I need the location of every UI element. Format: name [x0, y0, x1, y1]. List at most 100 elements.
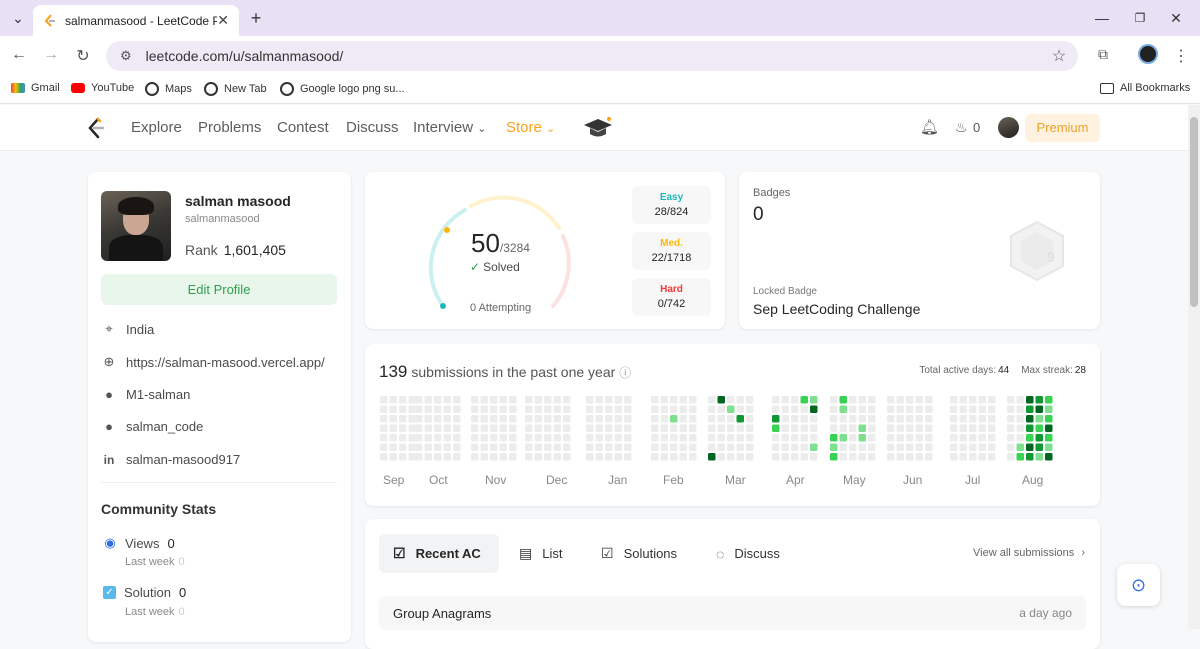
heatmap-cell[interactable]	[736, 453, 745, 461]
heatmap-cell[interactable]	[1016, 424, 1025, 433]
scrollbar-thumb[interactable]	[1190, 117, 1198, 307]
heatmap-cell[interactable]	[525, 424, 533, 433]
heatmap-cell[interactable]	[595, 443, 604, 452]
heatmap-cell[interactable]	[1026, 396, 1034, 404]
heatmap-cell[interactable]	[1026, 434, 1034, 442]
heatmap-cell[interactable]	[624, 415, 632, 423]
heatmap-cell[interactable]	[679, 405, 688, 414]
heatmap-cell[interactable]	[679, 434, 688, 442]
heatmap-cell[interactable]	[443, 453, 452, 461]
heatmap-cell[interactable]	[563, 453, 571, 461]
heatmap-cell[interactable]	[915, 443, 924, 452]
easy-stat[interactable]: Easy 28/824	[632, 186, 711, 224]
nav-interview[interactable]: Interview ⌄	[413, 119, 486, 136]
heatmap-cell[interactable]	[490, 405, 498, 414]
heatmap-cell[interactable]	[660, 415, 669, 423]
heatmap-cell[interactable]	[660, 424, 669, 433]
heatmap-cell[interactable]	[480, 405, 489, 414]
graduation-cap-icon[interactable]	[582, 115, 614, 141]
tab-list-chevron-icon[interactable]: ⌄	[12, 10, 24, 26]
heatmap-cell[interactable]	[679, 396, 688, 404]
heatmap-cell[interactable]	[660, 453, 669, 461]
leetcode-logo-icon[interactable]	[86, 117, 106, 139]
heatmap-cell[interactable]	[810, 415, 818, 423]
heatmap-cell[interactable]	[868, 424, 876, 433]
heatmap-cell[interactable]	[679, 415, 688, 423]
heatmap-cell[interactable]	[670, 443, 678, 452]
heatmap-cell[interactable]	[499, 424, 508, 433]
heatmap-cell[interactable]	[605, 443, 613, 452]
heatmap-cell[interactable]	[736, 405, 745, 414]
heatmap-cell[interactable]	[978, 434, 987, 442]
heatmap-cell[interactable]	[614, 396, 623, 404]
heatmap-cell[interactable]	[896, 434, 905, 442]
heatmap-cell[interactable]	[651, 396, 659, 404]
heatmap-cell[interactable]	[906, 453, 914, 461]
new-tab-icon[interactable]: +	[250, 8, 262, 28]
heatmap-cell[interactable]	[830, 405, 838, 414]
heatmap-cell[interactable]	[605, 405, 613, 414]
heatmap-cell[interactable]	[781, 424, 790, 433]
heatmap-cell[interactable]	[490, 415, 498, 423]
heatmap-cell[interactable]	[434, 396, 442, 404]
heatmap-cell[interactable]	[544, 415, 552, 423]
heatmap-cell[interactable]	[950, 443, 958, 452]
heatmap-cell[interactable]	[896, 443, 905, 452]
heatmap-cell[interactable]	[708, 424, 716, 433]
heatmap-cell[interactable]	[791, 443, 799, 452]
heatmap-cell[interactable]	[1007, 443, 1015, 452]
bookmark-gmail[interactable]: Gmail	[11, 82, 60, 94]
heatmap-cell[interactable]	[443, 405, 452, 414]
heatmap-cell[interactable]	[443, 434, 452, 442]
heatmap-cell[interactable]	[544, 443, 552, 452]
heatmap-cell[interactable]	[595, 396, 604, 404]
heatmap-cell[interactable]	[746, 405, 754, 414]
heatmap-cell[interactable]	[605, 424, 613, 433]
heatmap-cell[interactable]	[624, 405, 632, 414]
heatmap-cell[interactable]	[950, 405, 958, 414]
heatmap-cell[interactable]	[969, 453, 977, 461]
heatmap-cell[interactable]	[586, 453, 594, 461]
heatmap-cell[interactable]	[849, 443, 857, 452]
heatmap-cell[interactable]	[887, 405, 895, 414]
heatmap-cell[interactable]	[586, 424, 594, 433]
heatmap-cell[interactable]	[689, 434, 697, 442]
heatmap-cell[interactable]	[380, 424, 388, 433]
url-input[interactable]: ⚙ leetcode.com/u/salmanmasood/	[106, 41, 1078, 71]
heatmap-cell[interactable]	[490, 424, 498, 433]
heatmap-cell[interactable]	[408, 415, 417, 423]
heatmap-cell[interactable]	[553, 443, 562, 452]
heatmap-cell[interactable]	[849, 453, 857, 461]
heatmap-cell[interactable]	[887, 424, 895, 433]
heatmap-cell[interactable]	[453, 443, 461, 452]
heatmap-cell[interactable]	[443, 443, 452, 452]
heatmap-cell[interactable]	[1035, 405, 1044, 414]
bookmark-new-tab[interactable]: New Tab	[204, 82, 267, 96]
heatmap-cell[interactable]	[858, 396, 867, 404]
heatmap-cell[interactable]	[800, 405, 809, 414]
heatmap-cell[interactable]	[689, 443, 697, 452]
heatmap-cell[interactable]	[1026, 453, 1034, 461]
heatmap-cell[interactable]	[595, 415, 604, 423]
heatmap-cell[interactable]	[471, 396, 479, 404]
tab-list[interactable]: ▤ List	[505, 534, 576, 573]
nav-problems[interactable]: Problems	[198, 119, 262, 136]
heatmap-cell[interactable]	[830, 415, 838, 423]
heatmap-cell[interactable]	[380, 434, 388, 442]
heatmap-cell[interactable]	[858, 453, 867, 461]
heatmap-cell[interactable]	[1035, 434, 1044, 442]
heatmap-cell[interactable]	[800, 453, 809, 461]
heatmap-cell[interactable]	[746, 415, 754, 423]
heatmap-cell[interactable]	[868, 405, 876, 414]
heatmap-cell[interactable]	[490, 396, 498, 404]
heatmap-cell[interactable]	[563, 443, 571, 452]
heatmap-cell[interactable]	[925, 424, 933, 433]
heatmap-cell[interactable]	[415, 415, 423, 423]
heatmap-cell[interactable]	[1016, 453, 1025, 461]
heatmap-cell[interactable]	[746, 434, 754, 442]
heatmap-cell[interactable]	[1035, 443, 1044, 452]
edit-profile-button[interactable]: Edit Profile	[101, 274, 337, 305]
heatmap-cell[interactable]	[544, 453, 552, 461]
profile-avatar-icon[interactable]	[1138, 44, 1160, 64]
heatmap-cell[interactable]	[736, 415, 745, 423]
